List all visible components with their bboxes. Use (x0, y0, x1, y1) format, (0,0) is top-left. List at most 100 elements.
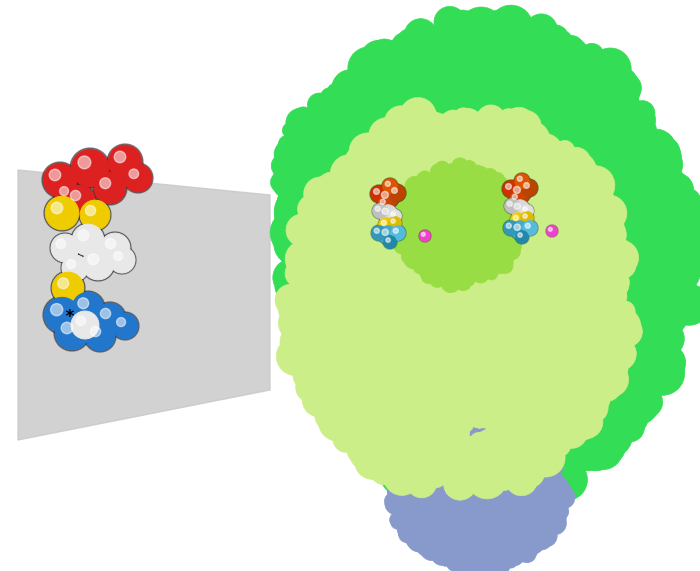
Circle shape (488, 495, 502, 509)
Circle shape (433, 538, 447, 552)
Circle shape (392, 499, 411, 518)
Circle shape (402, 235, 415, 248)
Circle shape (538, 405, 554, 421)
Circle shape (70, 148, 110, 188)
Circle shape (359, 194, 382, 215)
Circle shape (286, 307, 314, 336)
Circle shape (478, 194, 494, 211)
Circle shape (500, 202, 516, 217)
Circle shape (453, 164, 471, 183)
Circle shape (610, 392, 649, 432)
Circle shape (316, 91, 351, 127)
Circle shape (344, 176, 374, 207)
Circle shape (435, 534, 449, 548)
Circle shape (545, 269, 562, 286)
Circle shape (372, 301, 395, 323)
Circle shape (440, 438, 453, 451)
Circle shape (434, 438, 452, 455)
Circle shape (364, 245, 389, 270)
Circle shape (496, 187, 521, 212)
Circle shape (500, 215, 513, 228)
Circle shape (513, 215, 518, 220)
Circle shape (470, 200, 498, 228)
Circle shape (346, 412, 377, 442)
Circle shape (425, 266, 438, 279)
Circle shape (526, 439, 547, 461)
Circle shape (491, 436, 514, 459)
Circle shape (498, 545, 510, 558)
Circle shape (610, 361, 651, 402)
Circle shape (526, 519, 536, 529)
Circle shape (496, 435, 519, 457)
Circle shape (333, 70, 367, 103)
Circle shape (615, 412, 645, 442)
Circle shape (547, 388, 568, 408)
Circle shape (562, 269, 590, 297)
Circle shape (407, 468, 437, 498)
Circle shape (586, 222, 606, 243)
Circle shape (66, 260, 76, 268)
Circle shape (370, 372, 400, 402)
Circle shape (435, 544, 448, 556)
Circle shape (435, 446, 467, 478)
Circle shape (462, 273, 475, 286)
Circle shape (506, 428, 528, 451)
Circle shape (437, 528, 450, 542)
Circle shape (663, 220, 690, 247)
Circle shape (421, 192, 433, 204)
Circle shape (78, 230, 89, 241)
Circle shape (490, 505, 507, 524)
Circle shape (420, 185, 442, 207)
Circle shape (489, 208, 507, 226)
Circle shape (582, 375, 608, 400)
Circle shape (474, 55, 512, 94)
Circle shape (391, 219, 395, 223)
Circle shape (444, 251, 461, 268)
Circle shape (533, 469, 552, 488)
Circle shape (409, 69, 450, 110)
Circle shape (444, 237, 473, 266)
Circle shape (489, 88, 508, 107)
Circle shape (100, 308, 111, 319)
Circle shape (430, 272, 445, 287)
Circle shape (416, 537, 431, 552)
Circle shape (382, 416, 407, 443)
Circle shape (514, 520, 528, 534)
Circle shape (410, 96, 433, 119)
Circle shape (452, 135, 475, 159)
Circle shape (295, 129, 312, 146)
Circle shape (448, 414, 468, 433)
Circle shape (595, 395, 635, 435)
Circle shape (440, 509, 456, 525)
Circle shape (477, 435, 494, 451)
Circle shape (552, 423, 567, 439)
Circle shape (608, 325, 650, 367)
Circle shape (522, 542, 538, 558)
Circle shape (309, 235, 342, 267)
Circle shape (444, 505, 455, 516)
Circle shape (395, 497, 412, 513)
Circle shape (407, 183, 419, 194)
Circle shape (536, 30, 559, 53)
Circle shape (440, 528, 451, 538)
Circle shape (452, 541, 463, 553)
Circle shape (517, 18, 556, 58)
Circle shape (426, 451, 448, 473)
Circle shape (510, 517, 528, 536)
Circle shape (475, 429, 491, 445)
Circle shape (545, 493, 559, 508)
Circle shape (390, 71, 433, 115)
Circle shape (603, 356, 628, 381)
Circle shape (509, 191, 525, 207)
Circle shape (302, 250, 336, 284)
Circle shape (499, 546, 512, 558)
Circle shape (329, 151, 367, 188)
Circle shape (546, 459, 587, 501)
Circle shape (539, 453, 554, 468)
Circle shape (660, 207, 693, 240)
Circle shape (524, 431, 548, 456)
Circle shape (455, 275, 471, 291)
Circle shape (405, 496, 417, 509)
Circle shape (638, 263, 671, 296)
Circle shape (364, 342, 391, 370)
